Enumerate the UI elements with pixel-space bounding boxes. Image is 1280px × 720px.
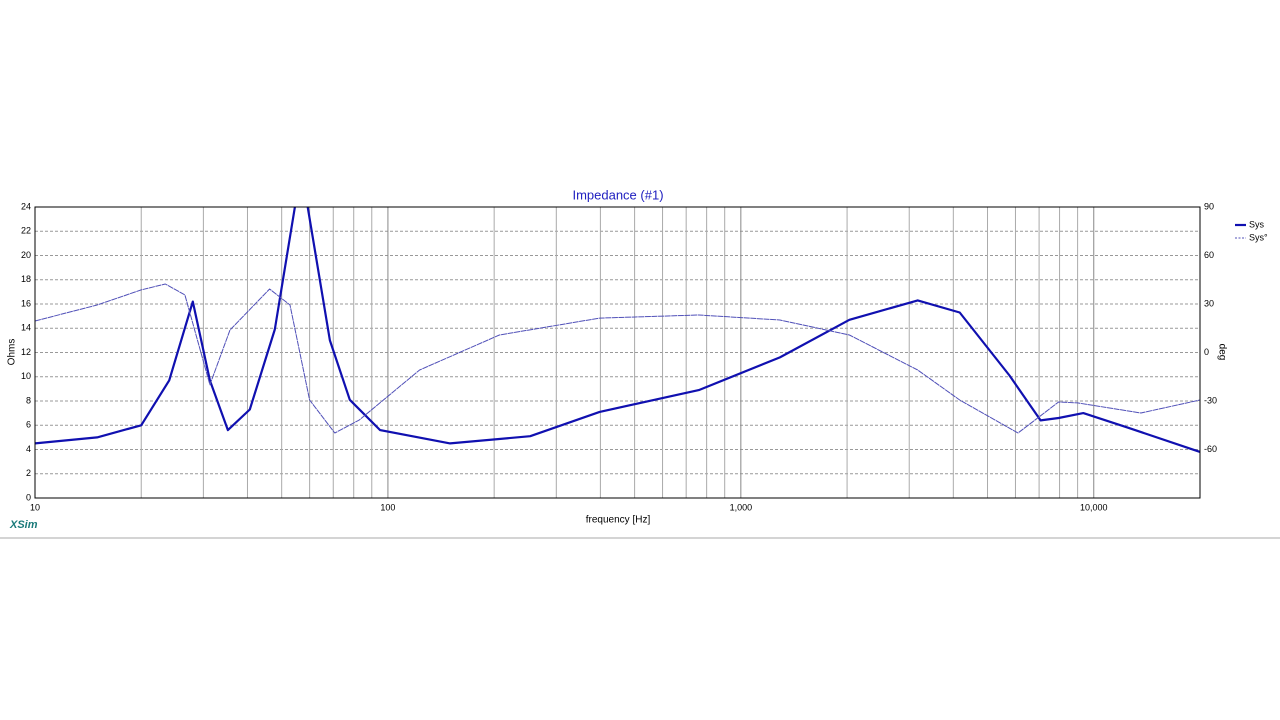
y-tick-label: 2 [26, 468, 31, 478]
y2-tick-label: 60 [1204, 250, 1214, 260]
x-tick-label: 100 [380, 502, 395, 512]
y-axis-label: Ohms [7, 339, 18, 366]
x-tick-label: 10,000 [1080, 502, 1108, 512]
x-axis-label: frequency [Hz] [586, 515, 651, 526]
y-tick-label: 8 [26, 395, 31, 405]
brand-logo: XSim [9, 519, 38, 531]
legend: Sys Sys° [1235, 219, 1268, 242]
y-tick-label: 16 [21, 298, 31, 308]
y2-tick-label: 0 [1204, 347, 1209, 357]
chart-title: Impedance (#1) [572, 187, 663, 202]
y-tick-label: 12 [21, 347, 31, 357]
y2-tick-label: -60 [1204, 444, 1217, 454]
y-tick-label: 14 [21, 323, 31, 333]
x-tick-label: 10 [30, 502, 40, 512]
plot-area [35, 207, 1200, 453]
plot-frame [34, 206, 1201, 499]
y2-tick-label: 90 [1204, 201, 1214, 211]
y-tick-label: 4 [26, 444, 31, 454]
y2-tick-label: 30 [1204, 298, 1214, 308]
series-line [35, 283, 1200, 434]
series-line [35, 207, 1200, 453]
y-tick-label: 10 [21, 371, 31, 381]
y2-axis-label: deg [1216, 344, 1227, 361]
y2-tick-label: -30 [1204, 395, 1217, 405]
y-tick-label: 0 [26, 492, 31, 502]
y-tick-label: 20 [21, 250, 31, 260]
legend-label: Sys [1249, 219, 1265, 229]
y-tick-label: 24 [21, 201, 31, 211]
x-tick-label: 1,000 [730, 502, 753, 512]
y-tick-label: 22 [21, 226, 31, 236]
y-tick-label: 6 [26, 420, 31, 430]
y-tick-label: 18 [21, 274, 31, 284]
legend-label: Sys° [1249, 232, 1268, 242]
